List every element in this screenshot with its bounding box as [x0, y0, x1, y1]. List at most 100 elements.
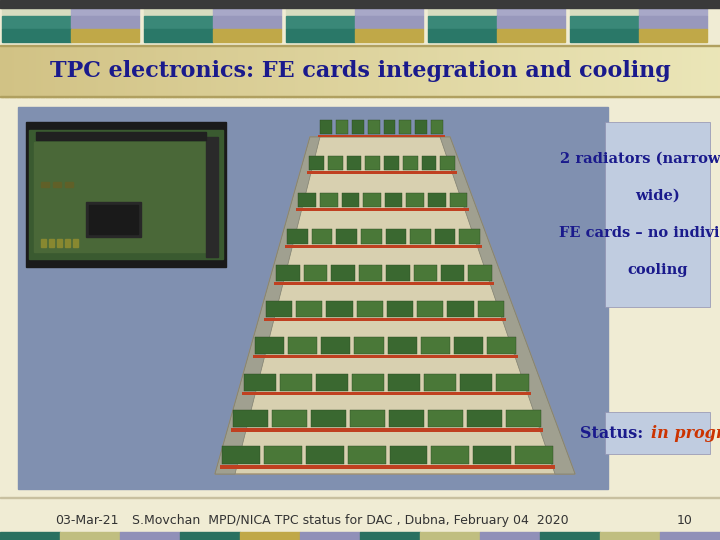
Bar	[639, 45, 642, 97]
Polygon shape	[422, 157, 436, 171]
Bar	[41, 239, 46, 247]
Bar	[646, 45, 649, 97]
Bar	[343, 45, 346, 97]
Bar	[574, 45, 577, 97]
Bar	[326, 45, 330, 97]
Bar	[41, 182, 49, 187]
Bar	[497, 29, 565, 42]
Bar	[24, 45, 27, 97]
Bar	[175, 45, 179, 97]
Bar	[144, 8, 212, 16]
Polygon shape	[304, 265, 328, 281]
Polygon shape	[363, 193, 381, 207]
Polygon shape	[215, 137, 320, 474]
Bar	[0, 99, 720, 497]
Bar	[593, 45, 596, 97]
Bar	[137, 45, 140, 97]
Polygon shape	[387, 301, 413, 317]
Bar	[202, 45, 205, 97]
Bar	[420, 532, 480, 540]
Bar	[590, 45, 594, 97]
Text: cooling: cooling	[627, 263, 688, 277]
Bar	[348, 45, 351, 97]
Polygon shape	[431, 120, 443, 134]
Polygon shape	[505, 410, 541, 427]
Bar	[456, 45, 459, 97]
Bar	[225, 45, 229, 97]
Polygon shape	[288, 338, 317, 354]
Bar	[607, 45, 611, 97]
Bar	[36, 132, 206, 140]
Bar	[634, 45, 637, 97]
Polygon shape	[287, 229, 308, 244]
Bar	[684, 45, 688, 97]
Bar	[163, 45, 166, 97]
Polygon shape	[441, 157, 455, 171]
Bar	[360, 45, 364, 97]
Bar	[29, 45, 32, 97]
Bar	[212, 8, 281, 16]
Bar	[639, 29, 707, 42]
Polygon shape	[231, 428, 543, 432]
Polygon shape	[276, 265, 300, 281]
Bar	[55, 45, 58, 97]
Polygon shape	[450, 193, 467, 207]
Bar	[240, 45, 243, 97]
Bar	[295, 45, 299, 97]
Bar	[94, 45, 97, 97]
Bar	[667, 45, 670, 97]
Polygon shape	[341, 193, 359, 207]
Polygon shape	[222, 446, 260, 464]
Polygon shape	[264, 318, 506, 321]
Bar	[0, 45, 720, 46]
Bar	[218, 45, 222, 97]
Bar	[238, 45, 241, 97]
Bar	[293, 45, 296, 97]
Text: 10: 10	[677, 514, 693, 527]
Bar	[113, 45, 116, 97]
Bar	[394, 45, 397, 97]
Bar	[389, 45, 392, 97]
Bar	[317, 45, 320, 97]
Bar	[120, 45, 123, 97]
Bar	[271, 45, 274, 97]
Bar	[351, 45, 354, 97]
Polygon shape	[413, 265, 437, 281]
Bar	[585, 45, 589, 97]
Bar	[235, 45, 238, 97]
Bar	[621, 45, 625, 97]
Bar	[423, 45, 426, 97]
Polygon shape	[280, 374, 312, 390]
Bar	[261, 45, 265, 97]
Polygon shape	[233, 410, 268, 427]
Bar	[106, 45, 109, 97]
Bar	[194, 45, 198, 97]
Bar	[49, 239, 54, 247]
Bar	[382, 45, 385, 97]
Bar	[250, 45, 253, 97]
Bar	[166, 45, 169, 97]
Polygon shape	[220, 465, 555, 469]
Bar	[18, 107, 608, 489]
Text: in progress: in progress	[651, 424, 720, 442]
Bar	[91, 45, 94, 97]
Bar	[153, 45, 157, 97]
Polygon shape	[242, 392, 531, 395]
Bar	[439, 45, 443, 97]
Polygon shape	[264, 446, 302, 464]
Bar	[144, 16, 212, 29]
Bar	[487, 45, 490, 97]
Bar	[569, 45, 572, 97]
Bar	[71, 29, 139, 42]
Bar	[461, 45, 464, 97]
Bar	[132, 45, 135, 97]
Bar	[252, 45, 256, 97]
Bar	[341, 45, 344, 97]
Bar	[156, 45, 159, 97]
Bar	[603, 45, 606, 97]
Bar	[346, 45, 349, 97]
Bar	[86, 202, 141, 237]
Text: FE cards – no individual: FE cards – no individual	[559, 226, 720, 240]
Text: S.Movchan  MPD/NICA TPC status for DAC , Dubna, February 04  2020: S.Movchan MPD/NICA TPC status for DAC , …	[132, 514, 568, 527]
Polygon shape	[361, 229, 382, 244]
